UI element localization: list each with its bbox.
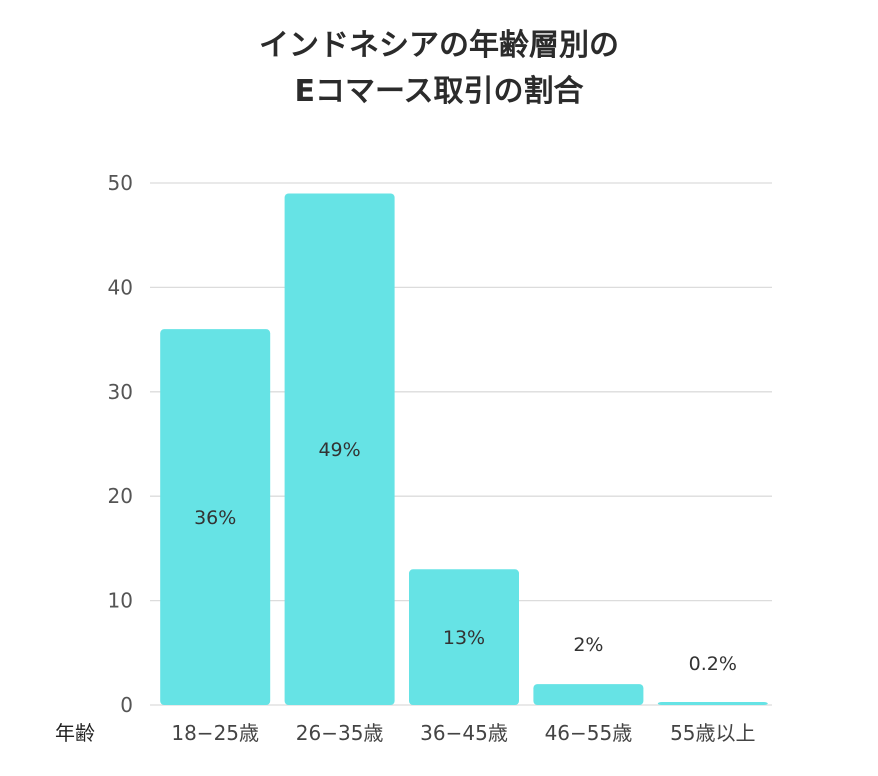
x-category-label: 46−55歳 xyxy=(545,721,633,745)
bars xyxy=(160,193,768,705)
x-category-label: 55歳以上 xyxy=(670,721,755,745)
bar xyxy=(533,684,644,705)
y-tick-label: 30 xyxy=(108,380,133,404)
y-tick-label: 10 xyxy=(108,589,133,613)
data-labels: 36% 49% 13% 2% 0.2% xyxy=(194,439,737,675)
y-axis-ticks: 0 10 20 30 40 50 xyxy=(108,171,133,717)
data-label: 0.2% xyxy=(689,653,737,675)
y-tick-label: 50 xyxy=(108,171,133,195)
data-label: 36% xyxy=(194,507,236,529)
x-category-label: 18−25歳 xyxy=(171,721,259,745)
x-axis-categories: 18−25歳 26−35歳 36−45歳 46−55歳 55歳以上 xyxy=(171,721,755,745)
y-tick-label: 0 xyxy=(120,693,133,717)
chart-title-line-2: Eコマース取引の割合 xyxy=(294,74,584,109)
x-category-label: 26−35歳 xyxy=(296,721,384,745)
y-tick-label: 20 xyxy=(108,484,133,508)
data-label: 13% xyxy=(443,627,485,649)
bar xyxy=(160,329,271,705)
data-label: 2% xyxy=(573,634,603,656)
x-category-label: 36−45歳 xyxy=(420,721,508,745)
y-tick-label: 40 xyxy=(108,275,133,299)
bar xyxy=(409,569,519,705)
bar xyxy=(284,193,395,705)
chart-title-line-1: インドネシアの年齢層別の xyxy=(259,28,619,63)
bar xyxy=(657,702,768,705)
x-axis-label: 年齢 xyxy=(55,721,95,745)
data-label: 49% xyxy=(318,439,360,461)
